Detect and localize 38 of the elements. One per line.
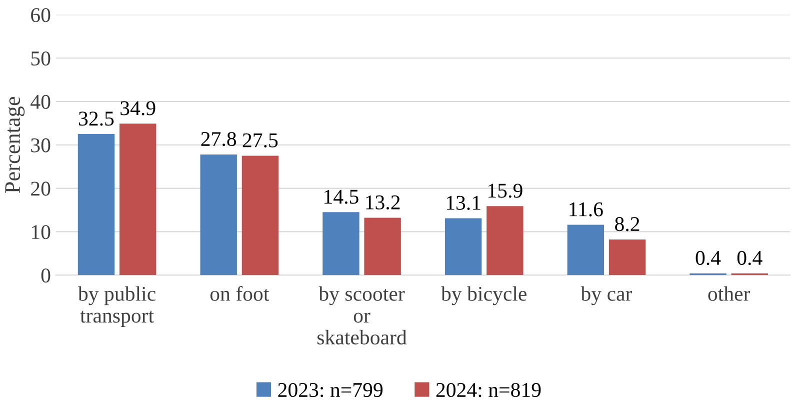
data-label: 34.9 — [120, 101, 156, 116]
data-label: 0.4 — [696, 250, 721, 266]
data-label: 13.1 — [446, 196, 480, 210]
data-label: 14.5 — [324, 190, 358, 204]
bar — [444, 218, 482, 276]
y-tick-label: 50 — [31, 51, 50, 66]
data-label: 13.2 — [366, 195, 400, 210]
bar — [119, 124, 156, 276]
data-label: 8.2 — [615, 217, 640, 232]
bar — [364, 218, 401, 276]
bar — [486, 206, 524, 276]
x-tick-label: by bicycle — [441, 286, 526, 306]
y-tick-label: 0 — [41, 268, 50, 283]
y-tick-label: 10 — [32, 225, 50, 240]
bar — [78, 134, 115, 276]
x-tick-label: by car — [580, 286, 632, 306]
bar — [242, 156, 279, 276]
legend-label: 2024: n=819 — [436, 382, 541, 398]
y-axis-title: Percentage — [5, 96, 25, 193]
data-label: 0.4 — [737, 250, 762, 266]
x-tick-label: by public transport — [78, 286, 156, 327]
bar — [567, 224, 604, 276]
y-tick-label: 20 — [31, 182, 50, 196]
bar — [322, 212, 360, 276]
x-tick-label: other — [708, 286, 750, 301]
data-label: 11.6 — [570, 202, 603, 216]
data-label: 27.5 — [242, 133, 278, 148]
data-label: 15.9 — [488, 184, 522, 198]
bar — [200, 154, 237, 276]
x-tick-label: on foot — [210, 286, 270, 301]
legend-label: 2023: n=799 — [278, 382, 383, 398]
y-tick-label: 60 — [31, 8, 50, 22]
data-label: 32.5 — [79, 112, 114, 126]
x-tick-label: by scooter or skateboard — [317, 286, 407, 344]
y-tick-label: 30 — [31, 138, 50, 152]
y-tick-label: 40 — [30, 94, 50, 109]
data-label: 27.8 — [201, 132, 236, 146]
bar — [608, 240, 646, 276]
